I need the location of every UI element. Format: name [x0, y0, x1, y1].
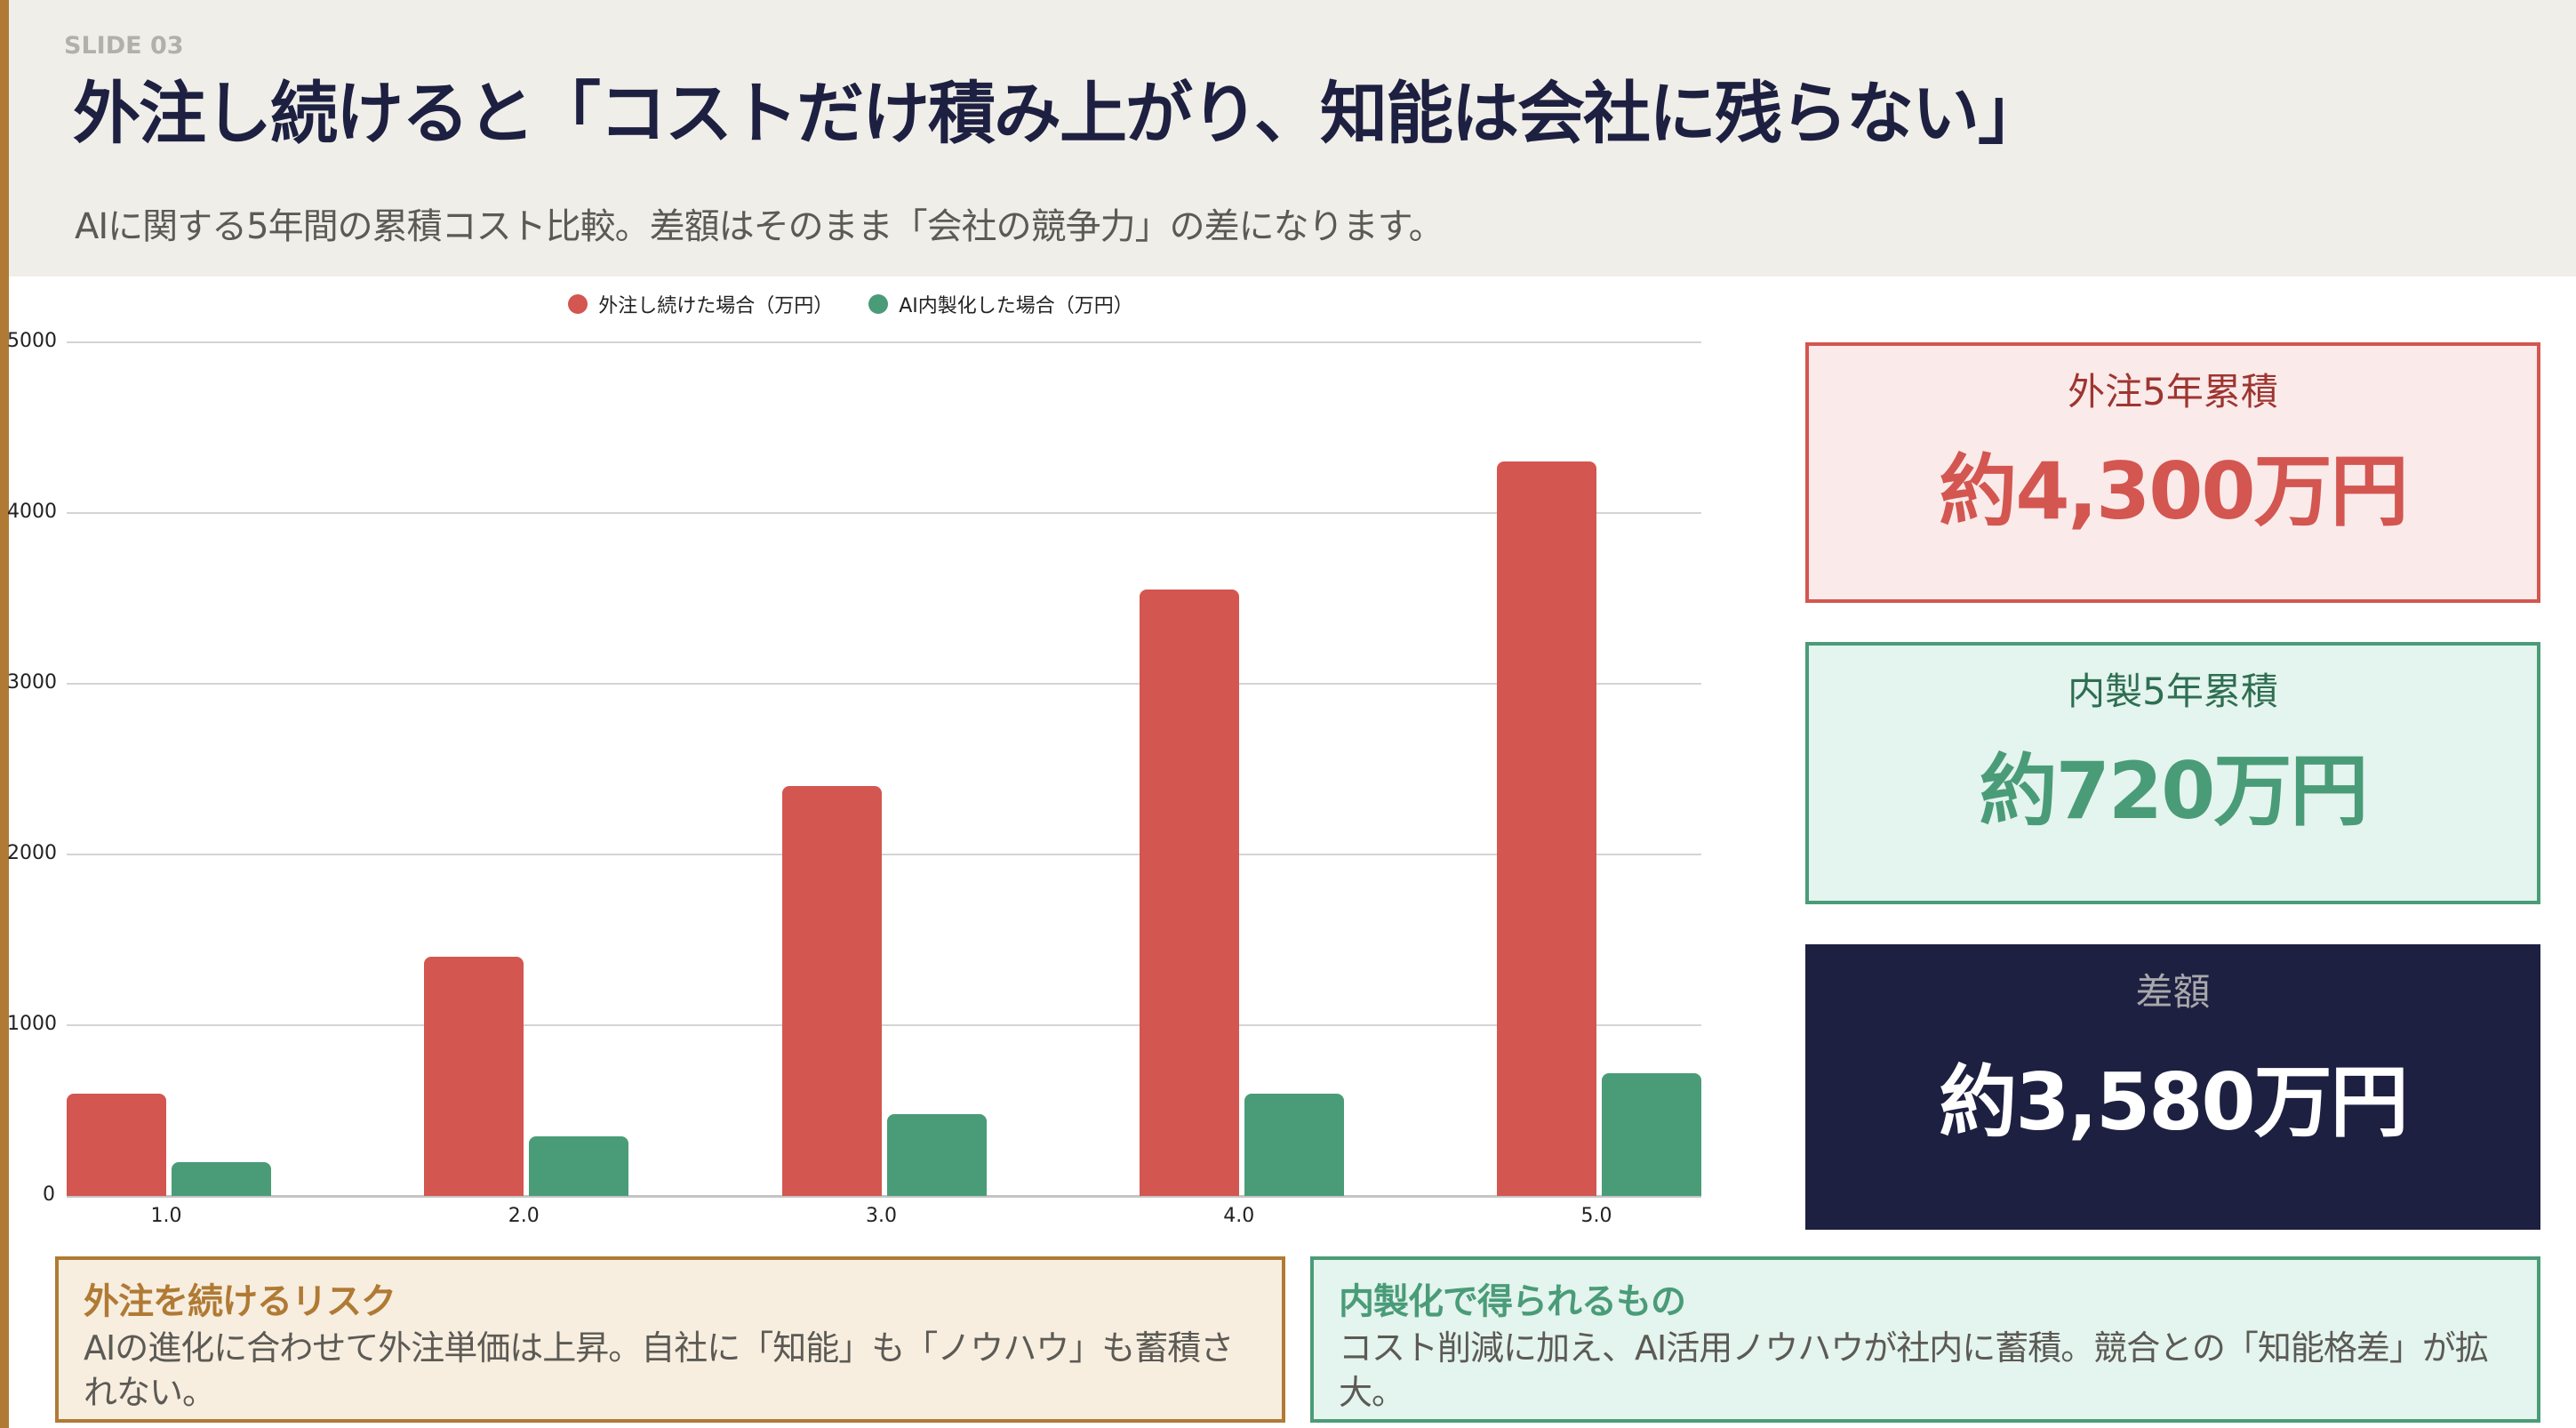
stat-value: 約720万円	[1979, 745, 2369, 837]
legend-label: 外注し続けた場合（万円）	[598, 295, 834, 317]
x-axis-line	[67, 1195, 1701, 1198]
x-tick-label: 3.0	[866, 1205, 897, 1227]
legend-item-outsource[interactable]: 外注し続けた場合（万円）	[568, 290, 833, 318]
card-body: AIの進化に合わせて外注単価は上昇。自社に「知能」も「ノウハウ」も蓄積されない。	[84, 1328, 1234, 1412]
gridline	[67, 341, 1701, 343]
green-dot-icon	[868, 294, 889, 314]
stat-inhouse-total: 内製5年累積 約720万円	[1805, 642, 2540, 904]
gridline	[67, 1024, 1701, 1026]
page-subtitle: AIに関する5年間の累積コスト比較。差額はそのまま「会社の競争力」の差になります…	[75, 206, 1444, 247]
bar-inhouse[interactable]	[529, 1135, 629, 1196]
x-tick-label: 2.0	[508, 1205, 540, 1227]
y-tick-label: 5000	[7, 330, 57, 352]
card-title: 外注を続けるリスク	[84, 1281, 396, 1322]
stat-label: 内製5年累積	[2068, 670, 2278, 713]
card-body: コスト削減に加え、AI活用ノウハウが社内に蓄積。競合との「知能格差」が拡大。	[1339, 1328, 2489, 1412]
bar-outsource[interactable]	[67, 1093, 166, 1196]
stat-value: 約4,300万円	[1939, 445, 2408, 537]
bar-outsource[interactable]	[424, 957, 524, 1196]
bar-inhouse[interactable]	[1244, 1093, 1344, 1196]
bar-outsource[interactable]	[1139, 590, 1239, 1196]
bar-outsource[interactable]	[1497, 461, 1596, 1196]
stat-outsource-total: 外注5年累積 約4,300万円	[1805, 342, 2540, 603]
gridline	[67, 683, 1701, 685]
bar-inhouse[interactable]	[886, 1113, 987, 1196]
stat-label: 外注5年累積	[2068, 370, 2278, 413]
y-tick-label: 3000	[7, 671, 57, 694]
gridline	[67, 512, 1701, 514]
stat-value: 約3,580万円	[1939, 1056, 2408, 1148]
slide-header: SLIDE 03 外注し続けると「コストだけ積み上がり、知能は会社に残らない」 …	[9, 0, 2576, 277]
bar-chart: 5000 4000 3000 2000 1000 0 1.0 2.0 3.0 4.0 5.0	[0, 320, 1716, 1245]
bar-inhouse[interactable]	[1602, 1072, 1701, 1196]
bar-outsource[interactable]	[781, 786, 882, 1196]
page-title: 外注し続けると「コストだけ積み上がり、知能は会社に残らない」	[73, 74, 2045, 153]
gridline	[67, 854, 1701, 855]
stat-label: 差額	[2135, 970, 2211, 1014]
red-dot-icon	[568, 294, 588, 314]
x-tick-label: 1.0	[150, 1205, 182, 1227]
card-title: 内製化で得られるもの	[1339, 1281, 1686, 1322]
gain-card: 内製化で得られるもの コスト削減に加え、AI活用ノウハウが社内に蓄積。競合との「…	[1310, 1256, 2540, 1423]
accent-bar	[0, 0, 9, 1428]
legend-item-inhouse[interactable]: AI内製化した場合（万円）	[868, 290, 1133, 318]
y-tick-label: 1000	[7, 1013, 57, 1035]
bar-inhouse[interactable]	[172, 1161, 271, 1196]
x-tick-label: 4.0	[1223, 1205, 1255, 1227]
x-tick-label: 5.0	[1580, 1205, 1612, 1227]
chart-legend: 外注し続けた場合（万円） AI内製化した場合（万円）	[0, 290, 1701, 318]
slide-number: SLIDE 03	[64, 32, 184, 60]
risk-card: 外注を続けるリスク AIの進化に合わせて外注単価は上昇。自社に「知能」も「ノウハ…	[55, 1256, 1285, 1423]
stat-difference: 差額 約3,580万円	[1805, 944, 2540, 1230]
y-tick-label: 0	[43, 1183, 55, 1206]
y-tick-label: 2000	[7, 842, 57, 864]
legend-label: AI内製化した場合（万円）	[899, 295, 1133, 317]
y-tick-label: 4000	[7, 501, 57, 523]
